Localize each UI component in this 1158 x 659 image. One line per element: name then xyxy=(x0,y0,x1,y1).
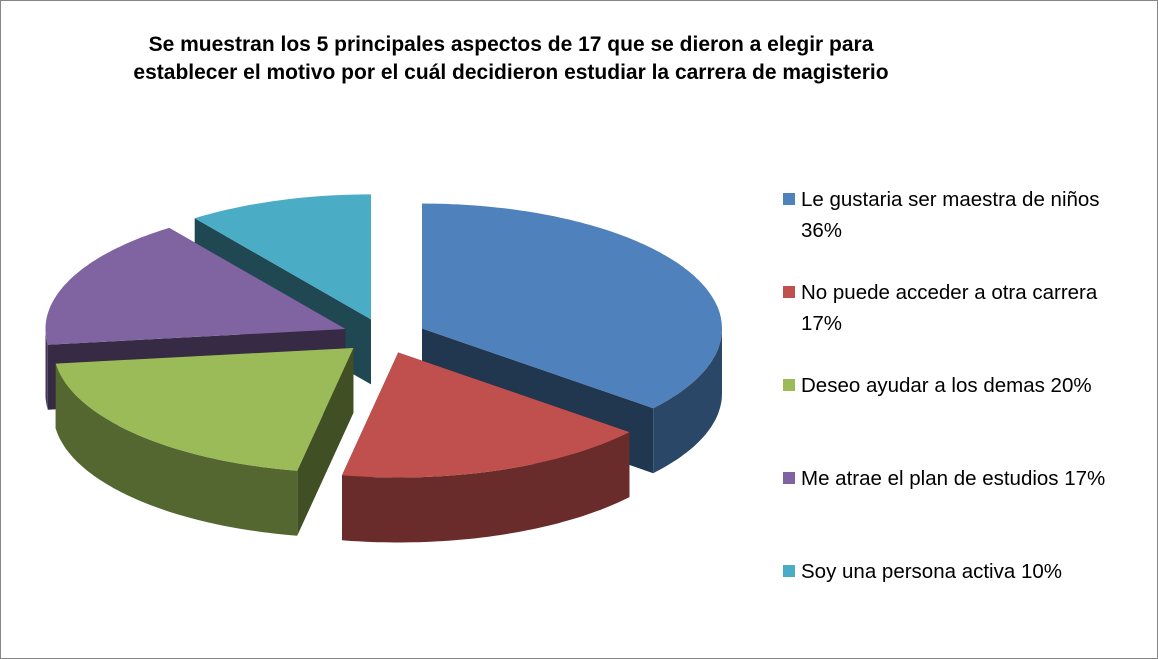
legend-swatch xyxy=(783,565,795,577)
legend-swatch xyxy=(783,286,795,298)
legend-label: No puede acceder a otra carrera 17% xyxy=(801,281,1098,335)
legend-item: Deseo ayudar a los demas 20% xyxy=(783,370,1143,401)
slice-side xyxy=(342,432,630,543)
slice-side xyxy=(55,363,298,536)
legend-label: Soy una persona activa 10% xyxy=(801,560,1062,583)
legend-item: Soy una persona activa 10% xyxy=(783,556,1143,587)
pie-slice xyxy=(342,352,630,478)
chart-title: Se muestran los 5 principales aspectos d… xyxy=(133,33,889,84)
legend-label: Deseo ayudar a los demas 20% xyxy=(801,374,1092,397)
pie-slice xyxy=(194,194,371,320)
legend-label: Me atrae el plan de estudios 17% xyxy=(801,467,1106,490)
legend-item: No puede acceder a otra carrera 17% xyxy=(783,277,1143,339)
slice-side xyxy=(653,328,722,474)
legend-label: Le gustaria ser maestra de niños 36% xyxy=(801,188,1100,242)
pie-slice xyxy=(55,348,354,471)
pie-slice xyxy=(422,203,722,409)
slice-side xyxy=(45,329,48,410)
legend-swatch xyxy=(783,193,795,205)
legend-swatch xyxy=(783,379,795,391)
pie-slice xyxy=(45,227,346,345)
legend-swatch xyxy=(783,472,795,484)
legend-item: Me atrae el plan de estudios 17% xyxy=(783,463,1143,494)
slice-tops xyxy=(45,194,722,478)
legend-item: Le gustaria ser maestra de niños 36% xyxy=(783,184,1143,246)
